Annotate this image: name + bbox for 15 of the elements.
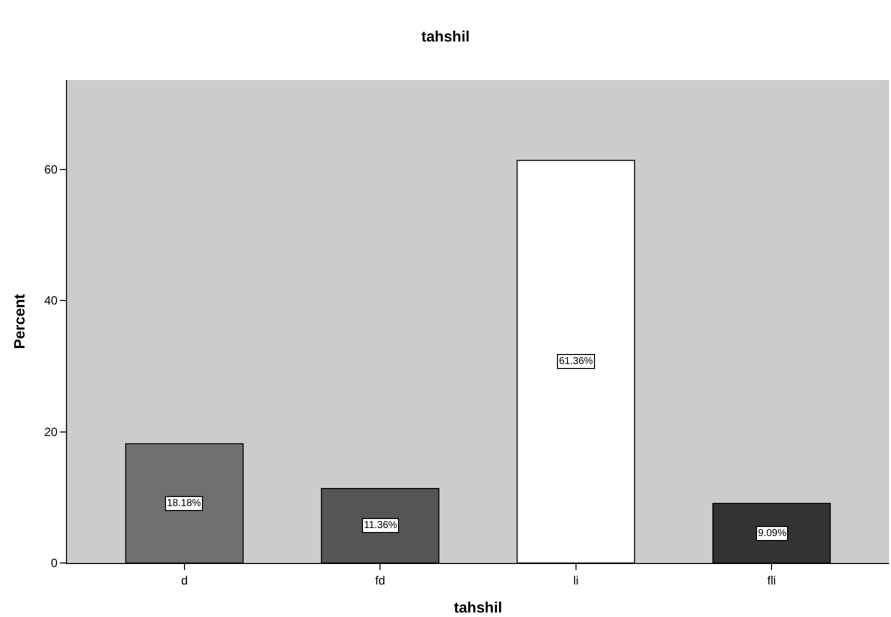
data-label: 61.36%	[559, 356, 594, 367]
chart-title: tahshil	[421, 28, 470, 46]
y-axis-title: Percent	[11, 294, 28, 350]
x-tick-label: fli	[767, 573, 776, 588]
x-tick-label: d	[181, 573, 188, 588]
x-tick-label: li	[573, 573, 579, 588]
y-tick-label: 0	[50, 556, 58, 570]
data-label: 18.18%	[167, 498, 202, 509]
x-axis-title: tahshil	[454, 599, 502, 616]
y-tick-label: 60	[44, 162, 58, 176]
data-label: 9.09%	[758, 528, 786, 539]
y-tick-label: 40	[44, 294, 58, 308]
x-tick-label: fd	[375, 573, 386, 588]
y-tick-label: 20	[44, 424, 58, 439]
data-label: 11.36%	[364, 520, 398, 531]
